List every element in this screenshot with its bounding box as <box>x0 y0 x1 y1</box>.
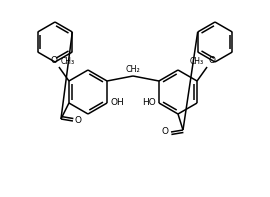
Text: O: O <box>75 115 82 125</box>
Text: O: O <box>51 56 58 65</box>
Text: CH₃: CH₃ <box>190 57 204 66</box>
Text: CH₂: CH₂ <box>126 65 140 74</box>
Text: CH₃: CH₃ <box>61 57 75 66</box>
Text: O: O <box>162 126 169 136</box>
Text: OH: OH <box>110 98 124 107</box>
Text: HO: HO <box>142 98 156 107</box>
Text: O: O <box>208 56 215 65</box>
